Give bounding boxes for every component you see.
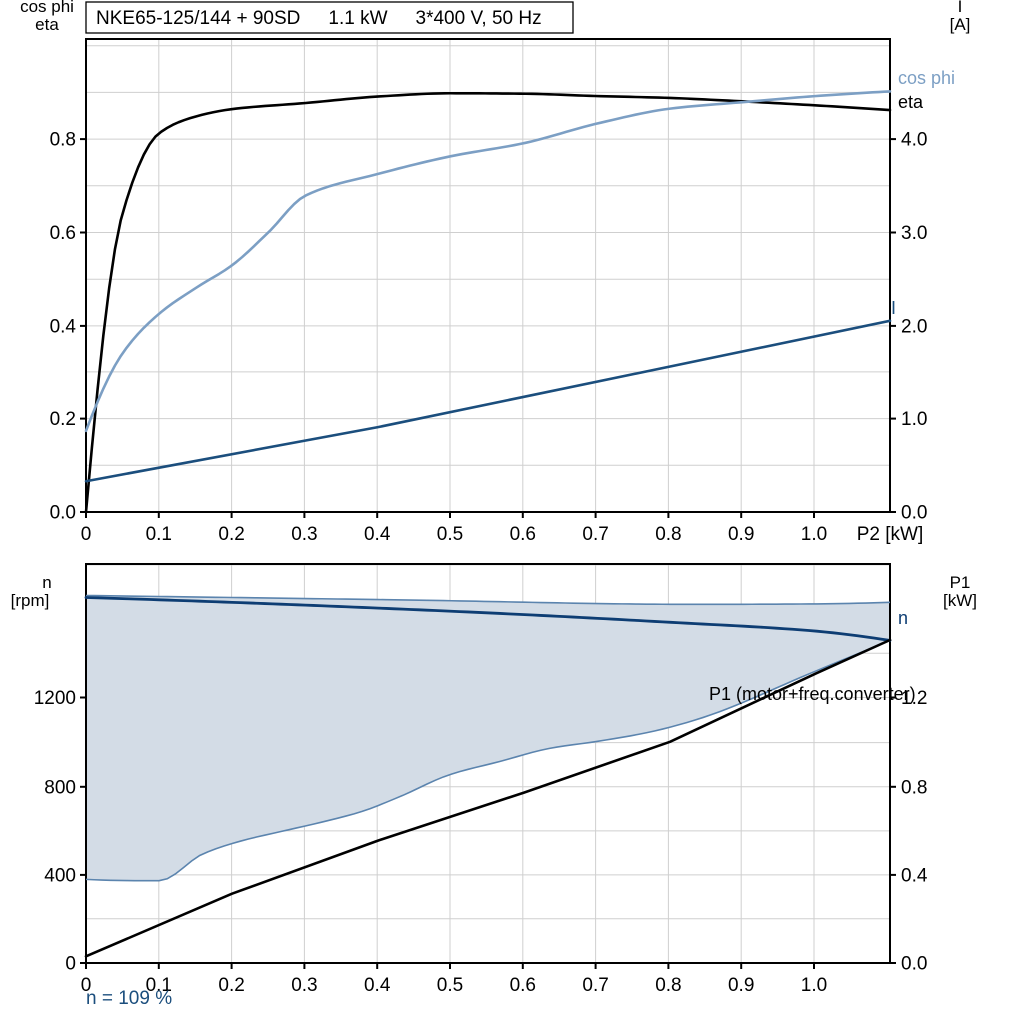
svg-text:0: 0 [65, 954, 76, 975]
svg-text:0.3: 0.3 [291, 975, 317, 996]
svg-text:0: 0 [81, 524, 92, 545]
svg-text:1.0: 1.0 [801, 524, 827, 545]
svg-text:1200: 1200 [34, 688, 76, 709]
svg-text:1.0: 1.0 [901, 409, 927, 430]
svg-text:cos phi: cos phi [898, 68, 955, 88]
svg-text:2.0: 2.0 [901, 316, 927, 337]
svg-text:4.0: 4.0 [901, 130, 927, 151]
svg-text:0.8: 0.8 [655, 524, 681, 545]
svg-text:0.8: 0.8 [655, 975, 681, 996]
svg-text:n = 109 %: n = 109 % [86, 988, 172, 1009]
svg-text:I: I [891, 298, 896, 318]
svg-text:0.0: 0.0 [50, 503, 76, 524]
svg-text:0.7: 0.7 [582, 524, 608, 545]
svg-text:P1: P1 [950, 573, 971, 592]
svg-text:0.0: 0.0 [901, 954, 927, 975]
svg-text:eta: eta [898, 92, 924, 112]
svg-text:0.9: 0.9 [728, 524, 754, 545]
svg-text:I: I [958, 0, 963, 16]
svg-text:0.2: 0.2 [218, 975, 244, 996]
svg-text:3.0: 3.0 [901, 223, 927, 244]
svg-text:400: 400 [44, 865, 76, 886]
svg-text:0.6: 0.6 [510, 524, 536, 545]
svg-text:0.7: 0.7 [582, 975, 608, 996]
svg-text:0.2: 0.2 [218, 524, 244, 545]
svg-text:0.4: 0.4 [901, 865, 928, 886]
svg-text:800: 800 [44, 777, 76, 798]
svg-text:0.3: 0.3 [291, 524, 317, 545]
svg-text:0.8: 0.8 [50, 130, 76, 151]
svg-text:0.4: 0.4 [50, 316, 77, 337]
svg-text:0.4: 0.4 [364, 524, 391, 545]
svg-text:0.5: 0.5 [437, 524, 463, 545]
svg-text:0.2: 0.2 [50, 409, 76, 430]
svg-text:[A]: [A] [950, 15, 971, 34]
svg-text:[rpm]: [rpm] [11, 591, 50, 610]
svg-text:n: n [42, 573, 51, 592]
svg-text:P1 (motor+freq.converter): P1 (motor+freq.converter) [709, 684, 916, 704]
svg-text:0.6: 0.6 [510, 975, 536, 996]
svg-text:1.0: 1.0 [801, 975, 827, 996]
svg-text:0.6: 0.6 [50, 223, 76, 244]
svg-text:[kW]: [kW] [943, 591, 977, 610]
svg-text:0.4: 0.4 [364, 975, 391, 996]
svg-text:eta: eta [35, 15, 59, 34]
svg-text:0.0: 0.0 [901, 503, 927, 524]
svg-text:P2 [kW]: P2 [kW] [857, 524, 924, 545]
svg-text:0.5: 0.5 [437, 975, 463, 996]
svg-text:0.9: 0.9 [728, 975, 754, 996]
svg-text:cos phi: cos phi [20, 0, 74, 16]
svg-text:0.1: 0.1 [146, 524, 172, 545]
svg-text:n: n [898, 608, 908, 628]
svg-text:0.8: 0.8 [901, 777, 927, 798]
